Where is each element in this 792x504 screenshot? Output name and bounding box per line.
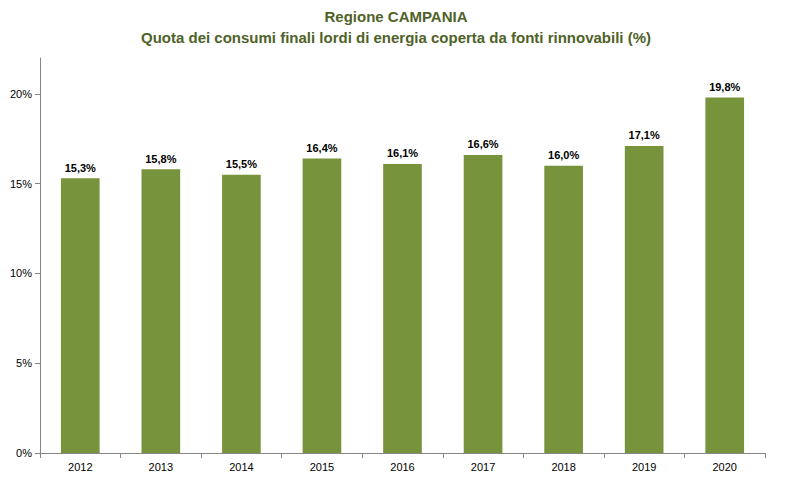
svg-text:15,5%: 15,5% xyxy=(226,158,257,170)
svg-text:10%: 10% xyxy=(10,267,32,279)
svg-text:16,6%: 16,6% xyxy=(467,138,498,150)
svg-text:2015: 2015 xyxy=(310,461,334,473)
svg-text:20%: 20% xyxy=(10,88,32,100)
svg-text:15%: 15% xyxy=(10,178,32,190)
svg-text:2019: 2019 xyxy=(632,461,656,473)
svg-text:5%: 5% xyxy=(16,357,32,369)
svg-text:2017: 2017 xyxy=(471,461,495,473)
svg-text:2020: 2020 xyxy=(712,461,736,473)
svg-text:2018: 2018 xyxy=(551,461,575,473)
svg-text:0%: 0% xyxy=(16,447,32,459)
svg-text:2013: 2013 xyxy=(149,461,173,473)
svg-text:16,1%: 16,1% xyxy=(387,147,418,159)
svg-text:2016: 2016 xyxy=(390,461,414,473)
svg-text:15,3%: 15,3% xyxy=(65,162,96,174)
svg-text:16,0%: 16,0% xyxy=(548,149,579,161)
svg-text:Regione CAMPANIA: Regione CAMPANIA xyxy=(324,8,467,25)
svg-text:19,8%: 19,8% xyxy=(709,81,740,93)
svg-text:2014: 2014 xyxy=(229,461,253,473)
svg-text:Quota dei consumi finali lordi: Quota dei consumi finali lordi di energi… xyxy=(141,29,651,46)
svg-text:15,8%: 15,8% xyxy=(145,153,176,165)
svg-text:2012: 2012 xyxy=(68,461,92,473)
svg-text:16,4%: 16,4% xyxy=(306,142,337,154)
svg-text:17,1%: 17,1% xyxy=(629,129,660,141)
